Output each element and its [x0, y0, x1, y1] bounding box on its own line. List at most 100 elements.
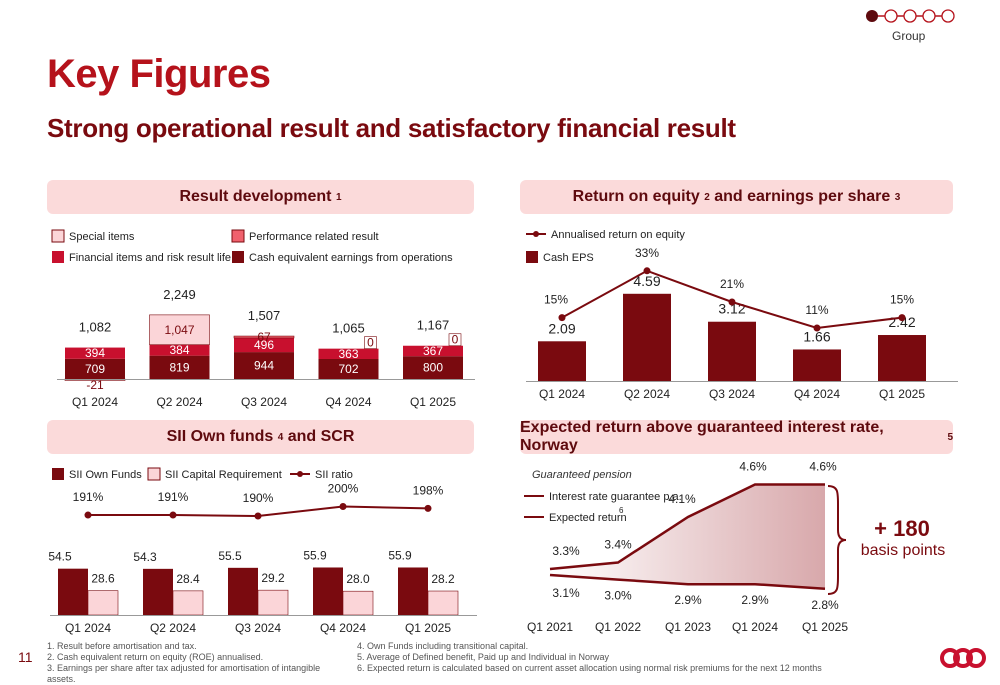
bar-segment: [65, 358, 125, 379]
legend-financial-items-swatch: [52, 251, 64, 263]
footnote-ref: 5: [947, 431, 953, 443]
x-tick-label: Q2 2024: [150, 621, 196, 635]
guarantee-label: 2.9%: [674, 593, 702, 607]
data-label: 800: [423, 361, 443, 375]
legend-cash-eps-swatch: [526, 251, 538, 263]
eps-bar: [878, 335, 926, 381]
expected-return-label: 4.6%: [739, 460, 767, 474]
footnote-ref: 2: [704, 191, 710, 203]
total-label: 1,065: [332, 321, 365, 336]
roe-point: [898, 314, 906, 322]
roe-label: 33%: [635, 246, 659, 260]
page-subtitle: Strong operational result and satisfacto…: [47, 113, 736, 143]
roe-label: 15%: [544, 293, 568, 307]
scr-bar: [87, 590, 119, 616]
x-tick-label: Q1 2024: [732, 620, 778, 634]
footnote-ref: 1: [335, 191, 342, 203]
own-funds-bar: [228, 567, 258, 615]
basis-points-label: basis points: [860, 542, 946, 559]
x-tick-label: Q2 2024: [156, 395, 202, 409]
footnote-ref: 4: [277, 431, 284, 443]
x-tick-label: Q4 2024: [325, 395, 371, 409]
x-tick-label: Q4 2024: [794, 387, 840, 401]
legend-performance-result-label: Performance related result: [249, 231, 379, 243]
own-funds-bar: [313, 567, 343, 615]
result-development-chart: Special items Performance related result F…: [51, 229, 475, 409]
scr-label: 28.4: [176, 572, 200, 586]
data-label: 819: [169, 360, 189, 374]
nav-dot[interactable]: [884, 9, 898, 23]
footnote: 2. Cash equivalent return on equity (ROE…: [47, 652, 264, 662]
eps-label: 1.66: [803, 328, 830, 344]
roe-point: [558, 314, 566, 322]
legend-roe-label: Annualised return on equity: [551, 229, 685, 241]
eps-bar: [623, 293, 671, 381]
nav-dot[interactable]: [941, 9, 955, 23]
data-label: 363: [338, 347, 358, 361]
legend-own-funds-swatch: [52, 468, 64, 480]
section-progress-nav[interactable]: [860, 6, 960, 28]
guarantee-label: 3.0%: [604, 589, 632, 603]
expected-return-label: 3.3%: [552, 544, 580, 558]
own-funds-label: 54.5: [48, 550, 72, 564]
legend-expected-return-label: Expected return: [549, 512, 627, 524]
sii-ratio-label: 198%: [413, 483, 444, 497]
legend-roe-marker: [533, 231, 539, 237]
legend-guarantee-label: Interest rate guarantee p.a.: [549, 491, 682, 503]
bar-segment: [149, 344, 210, 356]
sii-ratio-label: 191%: [158, 490, 189, 504]
scr-label: 29.2: [261, 571, 285, 585]
expected-return-label: 4.6%: [809, 460, 837, 474]
own-funds-label: 55.9: [303, 548, 327, 562]
sii-ratio-point: [84, 511, 92, 519]
roe-panel-title-mid: and earnings per share: [709, 188, 895, 205]
expected-return-line: [549, 483, 825, 571]
legend-title: Guaranteed pension: [532, 469, 632, 481]
data-label: 367: [423, 344, 443, 358]
scr-label: 28.2: [431, 572, 455, 586]
sii-panel-title: SII Own funds: [166, 428, 274, 445]
x-tick-label: Q2 2024: [624, 387, 670, 401]
expected-return-label: 4.1%: [668, 492, 696, 506]
own-funds-bar: [398, 567, 428, 615]
own-funds-bar: [143, 568, 173, 615]
sii-own-funds-chart: SII Own Funds SII Capital Requirement SII …: [48, 467, 477, 635]
scr-bar: [257, 589, 289, 616]
legend-capital-requirement-swatch: [147, 467, 161, 481]
data-label: 394: [85, 346, 105, 360]
legend-sii-ratio-marker: [297, 471, 303, 477]
roe-label: 21%: [720, 277, 744, 291]
data-label: 0: [452, 333, 459, 347]
nav-dot[interactable]: [903, 9, 917, 23]
sii-ratio-point: [339, 503, 347, 510]
legend-capital-requirement-label: SII Capital Requirement: [165, 469, 282, 481]
legend-special-items-label: Special items: [69, 231, 135, 243]
sii-ratio-point: [424, 504, 432, 512]
footnotes-right: 4. Own Funds including transitional capi…: [357, 641, 857, 674]
x-tick-label: Q1 2022: [595, 620, 641, 634]
bar-segment: [403, 356, 463, 379]
result-panel-title: Result development: [179, 188, 332, 205]
legend-sii-ratio-label: SII ratio: [315, 469, 353, 481]
guarantee-line: [549, 573, 826, 591]
eps-label: 4.59: [633, 273, 660, 289]
bar-segment: [234, 337, 294, 353]
sii-panel-header: SII Own funds 4 and SCR: [47, 420, 474, 454]
bar-segment: [65, 347, 125, 359]
own-funds-label: 54.3: [133, 550, 157, 564]
x-tick-label: Q1 2024: [65, 621, 111, 635]
expected-return-chart: Guaranteed pension Interest rate guarante…: [524, 460, 848, 634]
footnote: 6. Expected return is calculated based o…: [357, 663, 822, 673]
legend-performance-result-swatch: [231, 229, 245, 243]
total-label: 1,167: [417, 318, 450, 333]
total-label: 2,249: [163, 287, 196, 302]
roe-point: [728, 298, 736, 306]
eps-bar: [538, 341, 586, 381]
own-funds-bar: [58, 568, 88, 615]
footnote: 3. Earnings per share after tax adjusted…: [47, 663, 321, 684]
guarantee-label: 2.8%: [811, 598, 839, 612]
nav-dot-active[interactable]: [866, 10, 878, 22]
data-label: -21: [86, 378, 104, 392]
expected-panel-title: Expected return above guaranteed interes…: [520, 419, 884, 454]
nav-dot[interactable]: [922, 9, 936, 23]
